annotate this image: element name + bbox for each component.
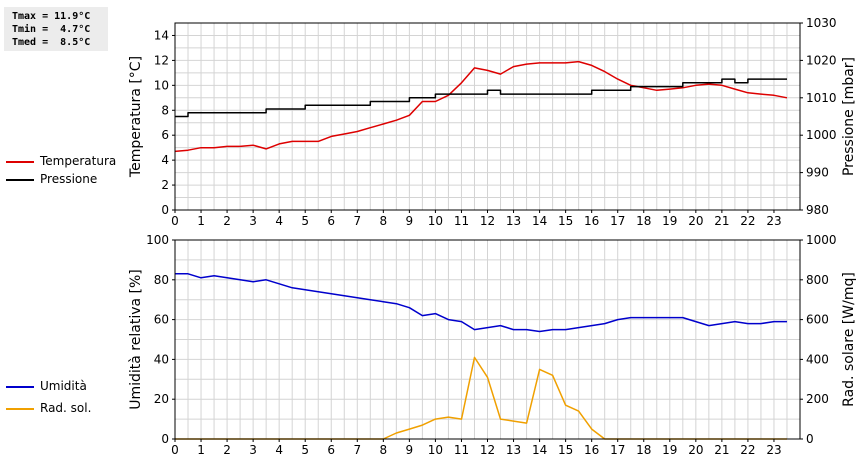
x-tick-label: 20: [688, 443, 703, 457]
left-tick-label: 80: [154, 273, 169, 287]
x-tick-label: 2: [223, 443, 231, 457]
x-tick-label: 17: [610, 214, 625, 228]
x-tick-label: 22: [740, 443, 755, 457]
x-tick-label: 10: [428, 443, 443, 457]
x-tick-label: 1: [197, 443, 205, 457]
x-tick-label: 9: [406, 214, 414, 228]
right-tick-label: 980: [806, 203, 829, 217]
x-tick-label: 3: [249, 214, 257, 228]
x-tick-label: 19: [662, 443, 677, 457]
series-line-pressione: [175, 78, 787, 118]
x-tick-label: 17: [610, 443, 625, 457]
x-tick-label: 18: [636, 443, 651, 457]
x-tick-label: 7: [353, 443, 361, 457]
legend-label-temperatura: Temperatura: [40, 154, 117, 168]
x-tick-label: 12: [480, 214, 495, 228]
x-tick-label: 2: [223, 214, 231, 228]
x-tick-label: 4: [275, 443, 283, 457]
right-tick-label: 1030: [806, 16, 837, 30]
x-tick-label: 11: [454, 443, 469, 457]
x-tick-label: 9: [406, 443, 414, 457]
right-tick-label: 200: [806, 392, 829, 406]
x-tick-label: 0: [171, 443, 179, 457]
legend-swatch-temperatura: [6, 161, 34, 163]
legend-label-pressione: Pressione: [40, 172, 98, 186]
series-line-umidit-: [175, 273, 787, 333]
x-tick-label: 10: [428, 214, 443, 228]
x-tick-label: 1: [197, 214, 205, 228]
right-tick-label: 1000: [806, 128, 837, 142]
left-tick-label: 12: [154, 53, 169, 67]
right-tick-label: 400: [806, 352, 829, 366]
x-tick-label: 8: [380, 214, 388, 228]
right-tick-label: 800: [806, 273, 829, 287]
x-tick-label: 20: [688, 214, 703, 228]
x-tick-label: 6: [327, 443, 335, 457]
x-tick-label: 3: [249, 443, 257, 457]
left-tick-label: 6: [161, 128, 169, 142]
stats-box: Tmax = 11.9°C Tmin = 4.7°C Tmed = 8.5°C: [4, 7, 108, 51]
right-tick-label: 990: [806, 166, 829, 180]
x-tick-label: 12: [480, 443, 495, 457]
legend-label-rad-sol: Rad. sol.: [40, 401, 92, 415]
x-tick-label: 5: [301, 214, 309, 228]
left-tick-label: 60: [154, 313, 169, 327]
x-tick-label: 23: [766, 214, 781, 228]
x-tick-label: 5: [301, 443, 309, 457]
left-tick-label: 8: [161, 103, 169, 117]
x-tick-label: 16: [584, 443, 599, 457]
x-tick-label: 18: [636, 214, 651, 228]
left-axis-label: Umidità relativa [%]: [128, 269, 144, 410]
right-axis-label: Pressione [mbar]: [841, 57, 857, 176]
x-tick-label: 22: [740, 214, 755, 228]
grid-bottom: [175, 240, 800, 439]
x-tick-label: 14: [532, 214, 547, 228]
grid-top: [175, 23, 800, 210]
x-tick-label: 11: [454, 214, 469, 228]
x-tick-label: 21: [714, 443, 729, 457]
right-tick-label: 1020: [806, 53, 837, 67]
right-tick-label: 0: [806, 432, 814, 446]
x-tick-label: 13: [506, 214, 521, 228]
x-tick-label: 14: [532, 443, 547, 457]
x-tick-label: 6: [327, 214, 335, 228]
tmax-stat: Tmax = 11.9°C: [12, 11, 91, 22]
legend-swatch-pressione: [6, 179, 34, 181]
series-line-temperatura: [174, 60, 788, 153]
left-tick-label: 40: [154, 352, 169, 366]
chart-top: 0 1 2 3 4 5 6 7 8 9 10 11 12 13 14 15 16 17 18 19 20 21 22 2302…: [128, 16, 857, 228]
right-tick-label: 1000: [806, 233, 837, 247]
legend-swatch-umidita: [6, 386, 34, 388]
x-tick-label: 21: [714, 214, 729, 228]
tmed-stat: Tmed = 8.5°C: [12, 37, 91, 48]
legend-swatch-rad-sol: [6, 408, 34, 410]
x-tick-label: 4: [275, 214, 283, 228]
right-axis-label: Rad. solare [W/mq]: [841, 272, 857, 407]
left-tick-label: 0: [161, 432, 169, 446]
left-tick-label: 0: [161, 203, 169, 217]
left-tick-label: 100: [146, 233, 169, 247]
left-tick-label: 10: [154, 78, 169, 92]
left-axis-label: Temperatura [°C]: [128, 56, 144, 178]
x-tick-label: 7: [353, 214, 361, 228]
tmin-stat: Tmin = 4.7°C: [12, 24, 91, 35]
x-tick-label: 15: [558, 214, 573, 228]
chart-bottom: 0 1 2 3 4 5 6 7 8 9 10 11 12 13 14 15 16 17 18 19 20 21 22 2302…: [128, 233, 857, 457]
x-tick-label: 15: [558, 443, 573, 457]
right-tick-label: 600: [806, 313, 829, 327]
x-tick-label: 23: [766, 443, 781, 457]
x-tick-label: 8: [380, 443, 388, 457]
legend-label-umidita: Umidità: [40, 379, 87, 393]
left-tick-label: 2: [161, 178, 169, 192]
left-tick-label: 20: [154, 392, 169, 406]
left-tick-label: 14: [154, 28, 169, 42]
x-tick-label: 13: [506, 443, 521, 457]
right-tick-label: 1010: [806, 91, 837, 105]
left-tick-label: 4: [161, 153, 169, 167]
x-tick-label: 16: [584, 214, 599, 228]
x-tick-label: 0: [171, 214, 179, 228]
x-tick-label: 19: [662, 214, 677, 228]
